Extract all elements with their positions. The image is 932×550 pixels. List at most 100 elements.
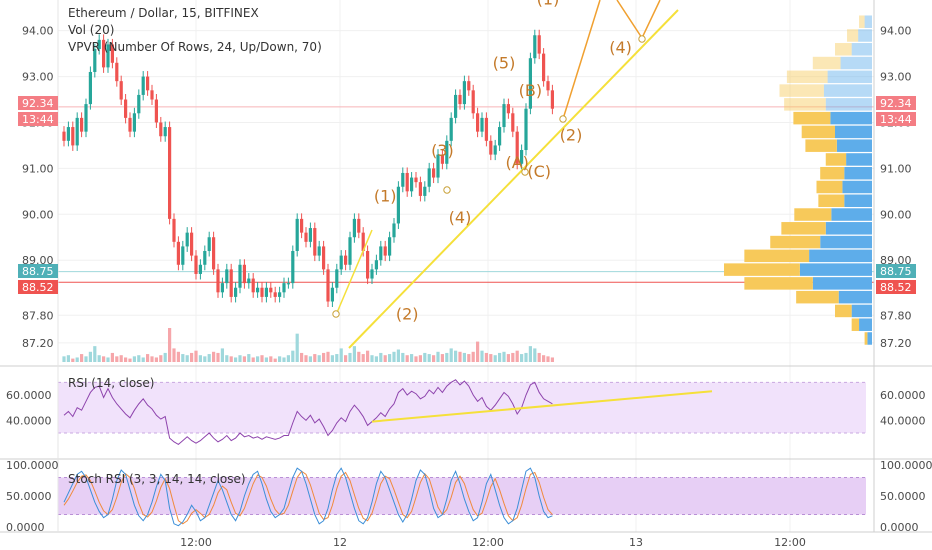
price-tick-label-right: 89.00 xyxy=(880,254,912,267)
time-tick-label: 13 xyxy=(629,536,643,549)
candle-body xyxy=(168,127,172,219)
price-tick-label-right: 94.00 xyxy=(880,25,912,38)
volume-bar xyxy=(537,352,541,362)
candle-body xyxy=(97,39,101,50)
time-tick-label: 12:00 xyxy=(774,536,806,549)
volume-bar xyxy=(366,350,370,362)
rsi-pane[interactable] xyxy=(58,379,866,446)
volume-bar xyxy=(344,355,348,362)
candle-body xyxy=(304,232,308,242)
volume-bar xyxy=(304,355,308,362)
vpvr-down-bar xyxy=(793,111,831,125)
stoch-rsi-pane[interactable] xyxy=(58,467,866,527)
wave-label: (5) xyxy=(493,54,516,73)
vpvr-down-bar xyxy=(786,70,828,84)
candle-body xyxy=(537,35,541,54)
candle-body xyxy=(124,99,128,118)
volume-bar xyxy=(97,355,101,362)
price-tick-label-left: 89.00 xyxy=(22,254,54,267)
price-tick-label-left: 91.00 xyxy=(22,162,54,175)
volume-bar xyxy=(308,356,312,362)
wave-label: (4) xyxy=(449,208,472,227)
candle-body xyxy=(75,117,79,146)
price-tick-label-right: 87.80 xyxy=(880,309,912,322)
wave-label: (4) xyxy=(609,38,632,57)
candle-body xyxy=(423,186,427,196)
volume-bar xyxy=(471,351,475,362)
vpvr-up-bar xyxy=(846,153,872,166)
volume-bar xyxy=(207,354,211,362)
candle-body xyxy=(427,168,431,187)
candle-body xyxy=(550,90,554,109)
candle-body xyxy=(476,113,480,132)
volume-bar xyxy=(489,354,493,362)
volume-bar xyxy=(190,352,194,362)
price-tick-label-right: 91.00 xyxy=(880,162,912,175)
rsi-legend[interactable]: RSI (14, close) xyxy=(68,376,154,390)
candle-body xyxy=(326,269,330,302)
volume-bar xyxy=(458,351,462,362)
candle-body xyxy=(216,269,220,293)
volume-bar xyxy=(264,357,268,362)
vpvr-down-bar xyxy=(818,194,845,208)
rsi-line xyxy=(63,379,553,446)
candle-body xyxy=(110,44,114,63)
candle-body xyxy=(322,246,326,270)
candle-body xyxy=(511,113,515,132)
candle-body xyxy=(185,232,189,247)
vpvr-up-bar xyxy=(835,125,872,139)
volume-bar xyxy=(528,346,532,362)
vpvr-down-bar xyxy=(805,139,837,152)
candle-body xyxy=(335,269,339,288)
time-tick-label: 12:00 xyxy=(472,536,504,549)
volume-bar xyxy=(216,352,220,362)
volume-bar xyxy=(185,355,189,362)
countdown-tag-right: 13:44 xyxy=(876,112,916,126)
volume-bar xyxy=(388,354,392,362)
candle-body xyxy=(260,287,264,297)
volume-bar xyxy=(154,357,158,362)
candle-body xyxy=(163,127,167,137)
stoch-k-line xyxy=(63,467,553,527)
countdown-right: 13:44 xyxy=(880,113,912,126)
volume-legend[interactable]: Vol (20) xyxy=(68,23,114,37)
candle-body xyxy=(62,131,66,141)
candle-body xyxy=(445,140,449,164)
price-pane[interactable]: (1) (2) (3) (4) (5) (A) (B) (C) (1) (2) (4) xyxy=(58,0,874,362)
level-b-right: 88.52 xyxy=(880,281,912,294)
volume-bar xyxy=(414,356,418,362)
price-tick-label-left: 87.80 xyxy=(22,309,54,322)
rsi-tick-label-left: 40.0000 xyxy=(6,414,52,427)
volume-bar xyxy=(520,354,524,362)
candle-body xyxy=(251,278,255,293)
vpvr-down-bar xyxy=(794,208,832,221)
volume-bar xyxy=(146,354,150,362)
candle-body xyxy=(546,81,550,91)
vpvr-down-bar xyxy=(859,15,865,28)
wave-pivot-marker xyxy=(332,310,340,318)
candle-body xyxy=(176,241,180,265)
candle-body xyxy=(405,172,409,192)
wave-pivot-marker xyxy=(443,186,451,194)
candle-body xyxy=(286,283,290,285)
current-price-left: 92.34 xyxy=(22,97,54,110)
symbol-legend[interactable]: Ethereum / Dollar, 15, BITFINEX xyxy=(68,6,259,20)
vpvr-down-bar xyxy=(744,277,813,290)
vpvr-legend[interactable]: VPVR (Number Of Rows, 24, Up/Down, 70) xyxy=(68,40,322,54)
price-tick-label-left: 94.00 xyxy=(22,25,54,38)
volume-bar xyxy=(212,351,216,362)
vpvr-up-bar xyxy=(812,277,872,290)
vpvr-up-bar xyxy=(851,43,872,56)
volume-bar xyxy=(291,350,295,362)
stoch-legend[interactable]: Stoch RSI (3, 3, 14, 14, close) xyxy=(68,472,246,486)
candle-body xyxy=(520,150,524,164)
candle-body xyxy=(396,186,400,224)
vpvr-down-bar xyxy=(820,166,845,180)
candle-body xyxy=(84,104,88,132)
vpvr-up-bar xyxy=(838,290,872,304)
current-price-tag-right: 92.34 xyxy=(876,96,916,110)
candle-body xyxy=(137,94,141,114)
candle-body xyxy=(493,145,497,155)
